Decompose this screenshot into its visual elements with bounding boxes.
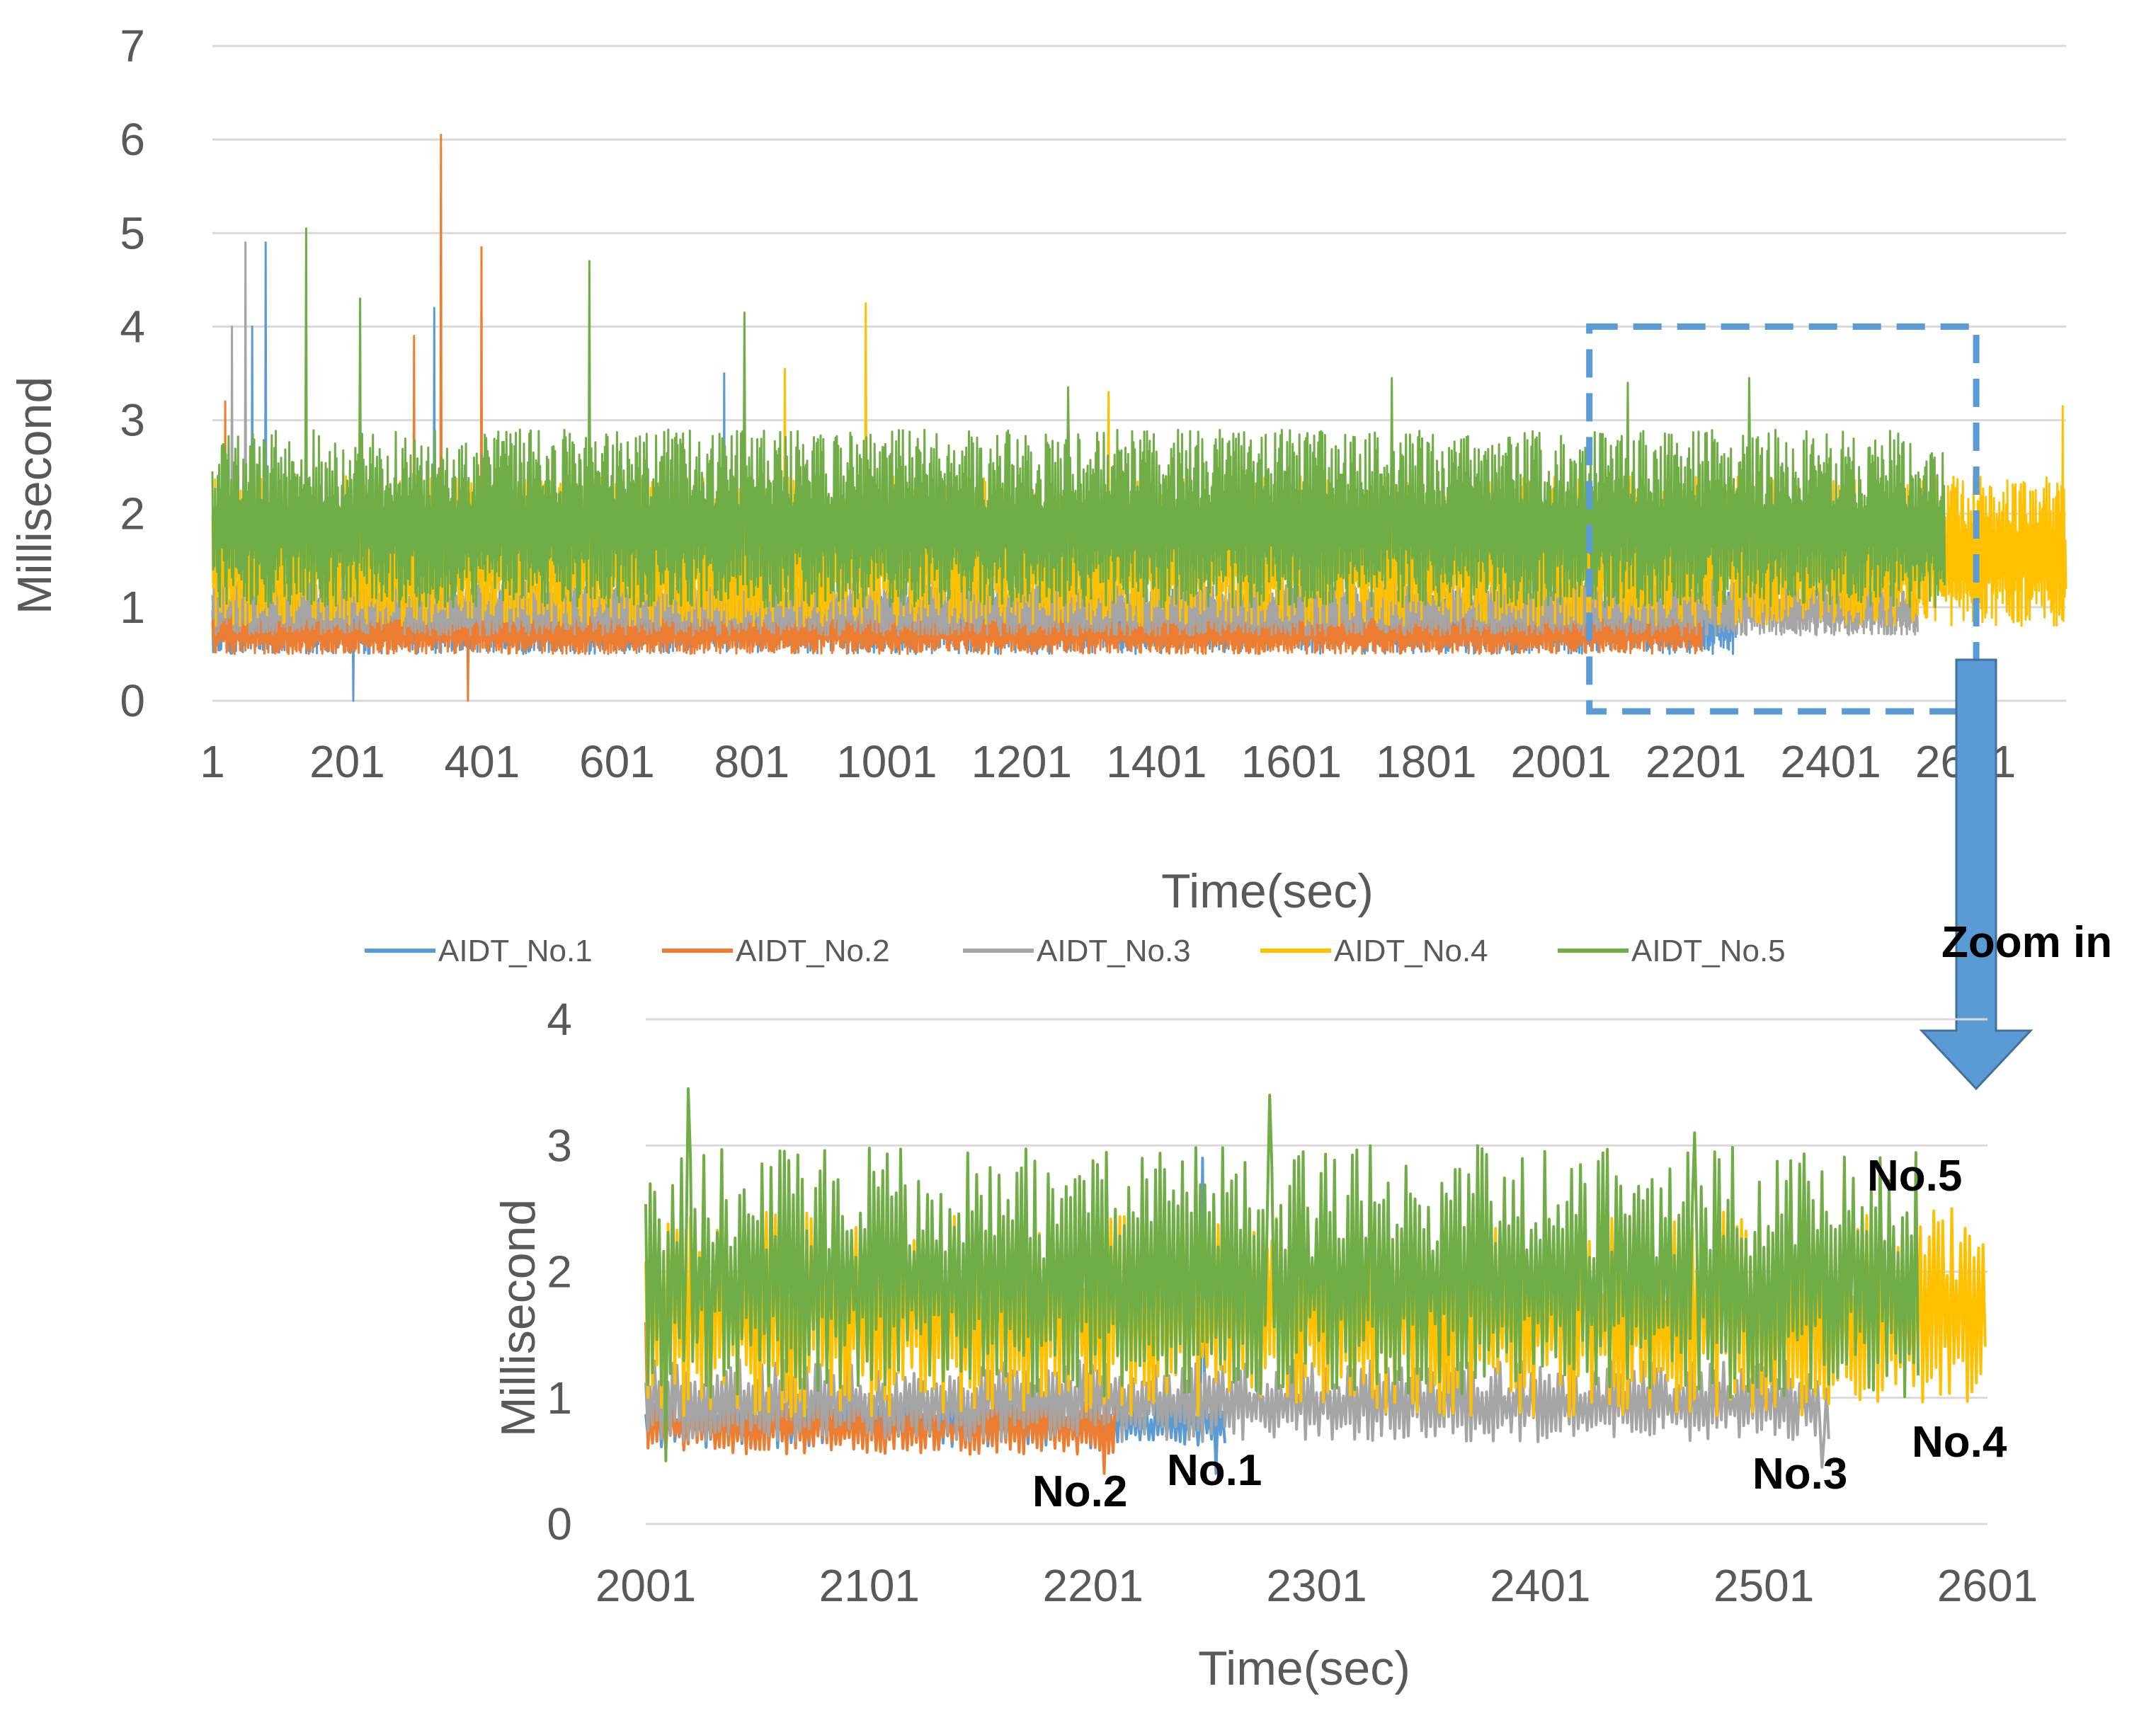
zoom-series-aidt-no-3 [644,1358,1830,1469]
zoom-y-tick-4: 4 [547,994,572,1045]
overview-y-tick-4: 4 [120,301,145,352]
zoom-series-aidt-no-2 [644,1322,1117,1475]
zoom-x-tick-labels: 2001 2101 2201 2301 2401 2501 2601 [595,1560,2038,1611]
zoom-x-tick-2601: 2601 [1937,1560,2038,1611]
legend-label-aidt-no-5: AIDT_No.5 [1631,934,1786,968]
overview-x-tick-1401: 1401 [1106,736,1207,787]
overview-y-tick-7: 7 [120,21,145,71]
overview-x-axis-title: Time(sec) [1161,864,1374,918]
overview-series [211,134,2067,702]
overview-y-tick-6: 6 [120,114,145,165]
zoom-x-tick-2001: 2001 [595,1560,696,1611]
zoom-region-box [1586,323,1980,715]
overview-x-tick-1: 1 [200,736,225,787]
overview-y-tick-2: 2 [120,488,145,539]
annotation-no2: No.2 [1032,1467,1127,1516]
overview-x-tick-2001: 2001 [1511,736,1612,787]
overview-series-aidt-no-5 [211,227,1946,609]
overview-x-tick-2401: 2401 [1780,736,1881,787]
legend-label-aidt-no-3: AIDT_No.3 [1037,934,1191,968]
zoom-chart: 0 1 2 3 4 2001 2101 2201 2301 2401 2501 2601 Milli… [491,994,2038,1695]
zoom-arrow-shape [1919,658,2034,1091]
annotation-no5: No.5 [1867,1152,1962,1201]
overview-y-tick-labels: 0 1 2 3 4 5 6 7 [120,21,145,726]
zoom-x-axis-title: Time(sec) [1198,1642,1410,1695]
zoom-x-tick-2301: 2301 [1266,1560,1367,1611]
zoom-y-tick-3: 3 [547,1120,572,1171]
zoom-y-tick-labels: 0 1 2 3 4 [547,994,572,1549]
overview-x-tick-1601: 1601 [1241,736,1342,787]
overview-x-tick-2201: 2201 [1645,736,1746,787]
zoom-y-axis-title: Millisecond [491,1199,545,1437]
zoom-in-label: Zoom in [1941,918,2112,967]
overview-x-tick-labels: 1 201 401 601 801 1001 1201 1401 1601 1801 2001 220… [200,736,2016,787]
overview-x-tick-1001: 1001 [836,736,937,787]
overview-y-tick-1: 1 [120,582,145,633]
annotation-no3: No.3 [1752,1450,1847,1499]
zoom-x-tick-2201: 2201 [1042,1560,1143,1611]
overview-y-tick-5: 5 [120,207,145,258]
zoom-x-tick-2501: 2501 [1713,1560,1814,1611]
legend: AIDT_No.1 AIDT_No.2 AIDT_No.3 AIDT_No.4 AIDT… [365,934,1786,968]
legend-label-aidt-no-1: AIDT_No.1 [438,934,593,968]
overview-y-axis-title: Millisecond [8,377,62,614]
zoom-y-tick-1: 1 [547,1373,572,1423]
zoom-arrow: Zoom in [1919,658,2112,1091]
overview-x-tick-401: 401 [445,736,520,787]
annotation-no1: No.1 [1167,1446,1262,1495]
annotation-no4: No.4 [1912,1418,2007,1467]
zoom-y-tick-0: 0 [547,1499,572,1549]
overview-series-aidt-no-3 [211,241,1919,636]
legend-label-aidt-no-4: AIDT_No.4 [1334,934,1488,968]
zoom-series [644,1087,1987,1475]
overview-x-tick-1201: 1201 [971,736,1072,787]
zoom-y-tick-2: 2 [547,1247,572,1297]
overview-y-tick-0: 0 [120,675,145,726]
overview-x-tick-801: 801 [714,736,789,787]
zoom-x-tick-2101: 2101 [819,1560,920,1611]
zoom-series-aidt-no-5 [644,1087,1920,1462]
overview-y-tick-3: 3 [120,395,145,446]
zoom-x-tick-2401: 2401 [1490,1560,1590,1611]
overview-x-tick-1801: 1801 [1376,736,1476,787]
overview-x-tick-201: 201 [309,736,385,787]
legend-label-aidt-no-2: AIDT_No.2 [736,934,890,968]
overview-x-tick-601: 601 [579,736,655,787]
